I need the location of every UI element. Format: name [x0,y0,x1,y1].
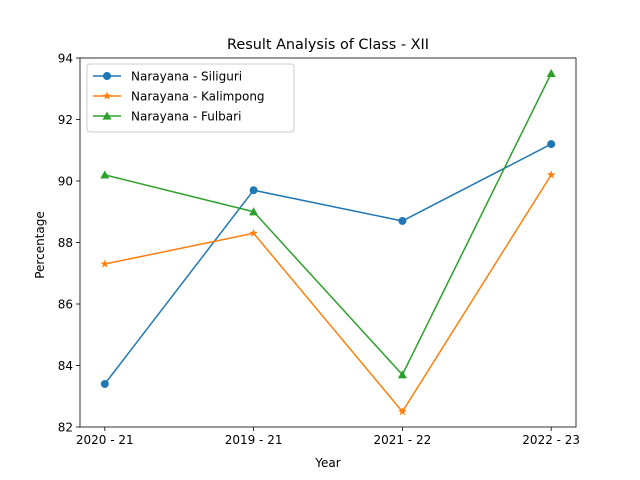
y-tick-label: 82 [58,421,73,435]
axis-ticks: 2020 - 21 2019 - 21 2021 - 22 2022 - 23 82 84… [58,52,580,448]
data-point [547,140,556,149]
legend-item: Narayana - Siliguri [93,70,242,84]
y-tick-label: 92 [58,113,73,127]
y-tick-label: 84 [58,359,73,373]
legend-item: Narayana - Kalimpong [93,90,265,104]
y-tick-label: 94 [58,52,73,66]
data-point [100,259,110,268]
x-axis-label: Year [314,456,340,470]
series-line [104,73,552,376]
data-point [249,207,259,216]
series-1 [100,140,556,388]
legend-label: Narayana - Kalimpong [131,90,265,104]
x-tick-label: 2020 - 21 [76,433,134,447]
series-2 [100,170,556,416]
x-tick-label: 2021 - 22 [374,433,432,447]
legend-box [86,63,295,133]
data-point [100,379,109,388]
y-tick-label: 86 [58,298,73,312]
data-point [398,407,407,416]
chart-title: Result Analysis of Class - XII [227,37,429,53]
data-point [397,370,407,379]
series-3 [100,68,556,379]
data-point [546,170,556,179]
legend-marker [102,111,112,120]
x-tick-label: 2019 - 21 [225,433,283,447]
y-tick-label: 90 [58,175,73,189]
legend-label: Narayana - Siliguri [131,70,242,84]
series-line [104,143,552,385]
legend-marker [102,91,112,100]
data-point [398,216,407,225]
x-tick-label: 2022 - 23 [522,433,580,447]
legend-item: Narayana - Fulbari [93,110,241,124]
legend-marker [103,72,111,80]
data-point [249,186,258,195]
plot-frame [79,57,577,428]
legend-label: Narayana - Fulbari [131,110,241,124]
series-lines [100,68,556,416]
series-line [104,174,552,413]
y-tick-label: 88 [58,236,73,250]
data-point [546,68,556,77]
legend: Narayana - Siliguri Narayana - Kalimpong N… [86,63,295,133]
data-point [100,170,110,179]
y-axis-label: Percentage [33,211,47,279]
data-point [249,228,258,237]
